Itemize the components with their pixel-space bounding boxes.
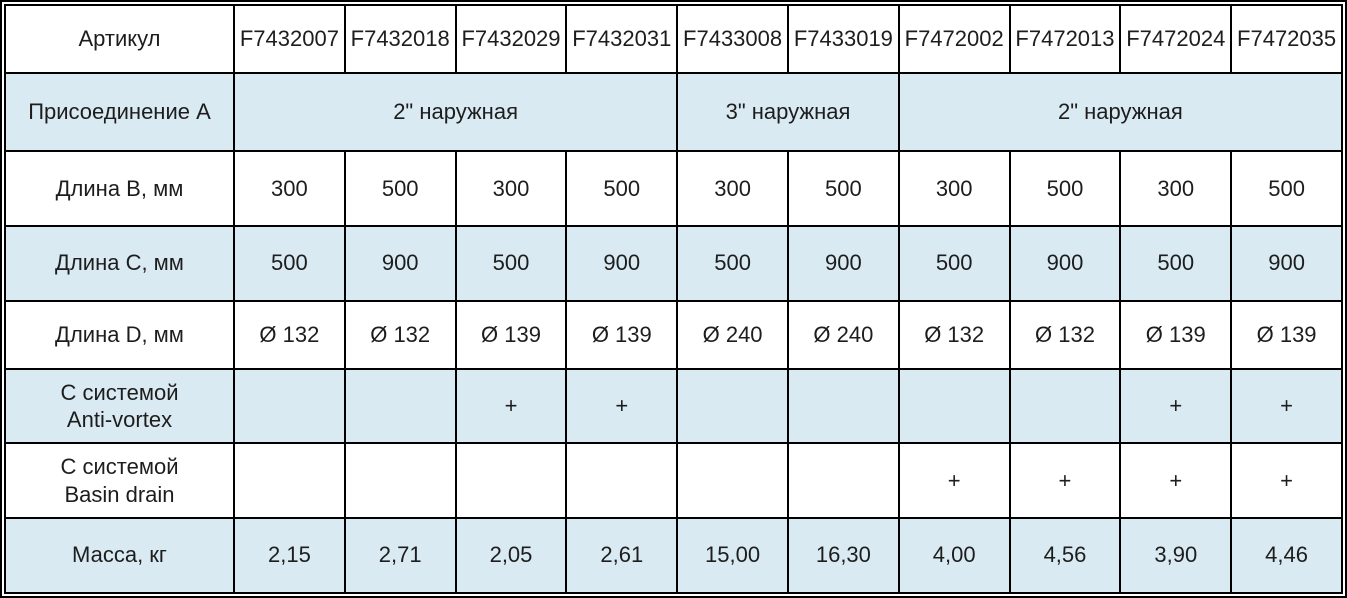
flag-cell: + bbox=[1230, 368, 1343, 445]
article-header-cell: F7433019 bbox=[786, 3, 900, 75]
value-cell: 900 bbox=[1230, 224, 1343, 302]
row-label-connection: Присоединение А bbox=[4, 72, 235, 153]
mass-cell: 2,15 bbox=[233, 516, 346, 595]
mass-cell: 3,90 bbox=[1119, 516, 1233, 595]
value-cell: 300 bbox=[676, 150, 789, 227]
row-label-line-2: Basin drain bbox=[64, 481, 175, 507]
value-cell: 500 bbox=[454, 224, 568, 302]
mass-cell: 2,61 bbox=[565, 516, 679, 595]
value-cell: Ø 139 bbox=[1119, 299, 1233, 371]
value-cell: 900 bbox=[1008, 224, 1122, 302]
value-cell: 500 bbox=[897, 224, 1011, 302]
value-cell: 500 bbox=[1230, 150, 1343, 227]
table-row-anti-vortex: С системой Anti-vortex + + + + bbox=[4, 368, 1343, 445]
row-label-line-1: С системой bbox=[60, 379, 179, 405]
row-label-anti-vortex: С системой Anti-vortex bbox=[4, 368, 235, 445]
flag-cell bbox=[676, 368, 789, 445]
table-row-length-b: Длина B, мм 300 500 300 500 300 500 300 … bbox=[4, 150, 1343, 227]
mass-cell: 4,00 bbox=[897, 516, 1011, 595]
article-header-cell: F7432029 bbox=[454, 3, 568, 75]
table-row-length-d: Длина D, мм Ø 132 Ø 132 Ø 139 Ø 139 Ø 24… bbox=[4, 299, 1343, 371]
flag-cell bbox=[786, 368, 900, 445]
row-label-length-d: Длина D, мм bbox=[4, 299, 235, 371]
value-cell: 900 bbox=[343, 224, 457, 302]
value-cell: 500 bbox=[676, 224, 789, 302]
row-label-mass: Масса, кг bbox=[4, 516, 235, 595]
flag-cell bbox=[454, 442, 568, 519]
table-row-connection: Присоединение А 2" наружная 3" наружная … bbox=[4, 72, 1344, 153]
mass-cell: 2,05 bbox=[454, 516, 568, 595]
article-header-cell: F7472002 bbox=[897, 3, 1011, 75]
value-cell: 900 bbox=[565, 224, 679, 302]
mass-cell: 15,00 bbox=[676, 516, 789, 595]
connection-group-cell: 3" наружная bbox=[676, 72, 900, 153]
article-header-cell: F7472024 bbox=[1119, 3, 1233, 75]
flag-cell: + bbox=[1119, 442, 1233, 519]
flag-cell bbox=[343, 442, 457, 519]
mass-cell: 4,46 bbox=[1230, 516, 1343, 595]
article-header-cell: F7433008 bbox=[676, 3, 789, 75]
value-cell: Ø 132 bbox=[1008, 299, 1122, 371]
flag-cell: + bbox=[1119, 368, 1233, 445]
product-spec-table: Артикул F7432007 F7432018 F7432029 F7432… bbox=[4, 3, 1344, 595]
value-cell: Ø 132 bbox=[343, 299, 457, 371]
flag-cell bbox=[233, 442, 346, 519]
article-header-cell: F7472013 bbox=[1008, 3, 1122, 75]
flag-cell bbox=[897, 368, 1011, 445]
row-label-line-1: С системой bbox=[60, 454, 179, 480]
mass-cell: 16,30 bbox=[786, 516, 900, 595]
mass-cell: 2,71 bbox=[343, 516, 457, 595]
flag-cell bbox=[343, 368, 457, 445]
value-cell: Ø 240 bbox=[676, 299, 789, 371]
flag-cell bbox=[676, 442, 789, 519]
value-cell: Ø 139 bbox=[565, 299, 679, 371]
article-header-cell: F7472035 bbox=[1230, 3, 1343, 75]
flag-cell: + bbox=[1008, 442, 1122, 519]
row-label-length-b: Длина B, мм bbox=[4, 150, 235, 227]
value-cell: 900 bbox=[786, 224, 900, 302]
value-cell: 300 bbox=[454, 150, 568, 227]
value-cell: Ø 139 bbox=[454, 299, 568, 371]
table-row-mass: Масса, кг 2,15 2,71 2,05 2,61 15,00 16,3… bbox=[4, 516, 1343, 595]
value-cell: Ø 139 bbox=[1230, 299, 1343, 371]
article-header-cell: F7432007 bbox=[233, 3, 346, 75]
row-label-basin-drain: С системой Basin drain bbox=[4, 442, 235, 519]
flag-cell bbox=[233, 368, 346, 445]
flag-cell: + bbox=[565, 368, 679, 445]
value-cell: 500 bbox=[786, 150, 900, 227]
article-header-cell: F7432031 bbox=[565, 3, 679, 75]
table-row-article: Артикул F7432007 F7432018 F7432029 F7432… bbox=[4, 3, 1343, 75]
flag-cell: + bbox=[897, 442, 1011, 519]
flag-cell bbox=[786, 442, 900, 519]
value-cell: 300 bbox=[233, 150, 346, 227]
value-cell: 500 bbox=[233, 224, 346, 302]
value-cell: 500 bbox=[1119, 224, 1233, 302]
connection-group-cell: 2" наружная bbox=[232, 72, 679, 153]
flag-cell: + bbox=[1230, 442, 1343, 519]
flag-cell bbox=[1008, 368, 1122, 445]
value-cell: Ø 132 bbox=[233, 299, 346, 371]
connection-group-cell: 2" наружная bbox=[897, 72, 1344, 153]
value-cell: 300 bbox=[1119, 150, 1233, 227]
row-label-line-2: Anti-vortex bbox=[66, 407, 173, 433]
value-cell: Ø 240 bbox=[786, 299, 900, 371]
value-cell: Ø 132 bbox=[897, 299, 1011, 371]
mass-cell: 4,56 bbox=[1008, 516, 1122, 595]
value-cell: 500 bbox=[343, 150, 457, 227]
table-row-basin-drain: С системой Basin drain + + + + bbox=[4, 442, 1343, 519]
article-header-cell: F7432018 bbox=[343, 3, 457, 75]
table-row-length-c: Длина C, мм 500 900 500 900 500 900 500 … bbox=[4, 224, 1343, 302]
flag-cell bbox=[565, 442, 679, 519]
row-label-article: Артикул bbox=[4, 3, 235, 75]
value-cell: 500 bbox=[1008, 150, 1122, 227]
value-cell: 300 bbox=[897, 150, 1011, 227]
value-cell: 500 bbox=[565, 150, 679, 227]
row-label-length-c: Длина C, мм bbox=[4, 224, 235, 302]
flag-cell: + bbox=[454, 368, 568, 445]
